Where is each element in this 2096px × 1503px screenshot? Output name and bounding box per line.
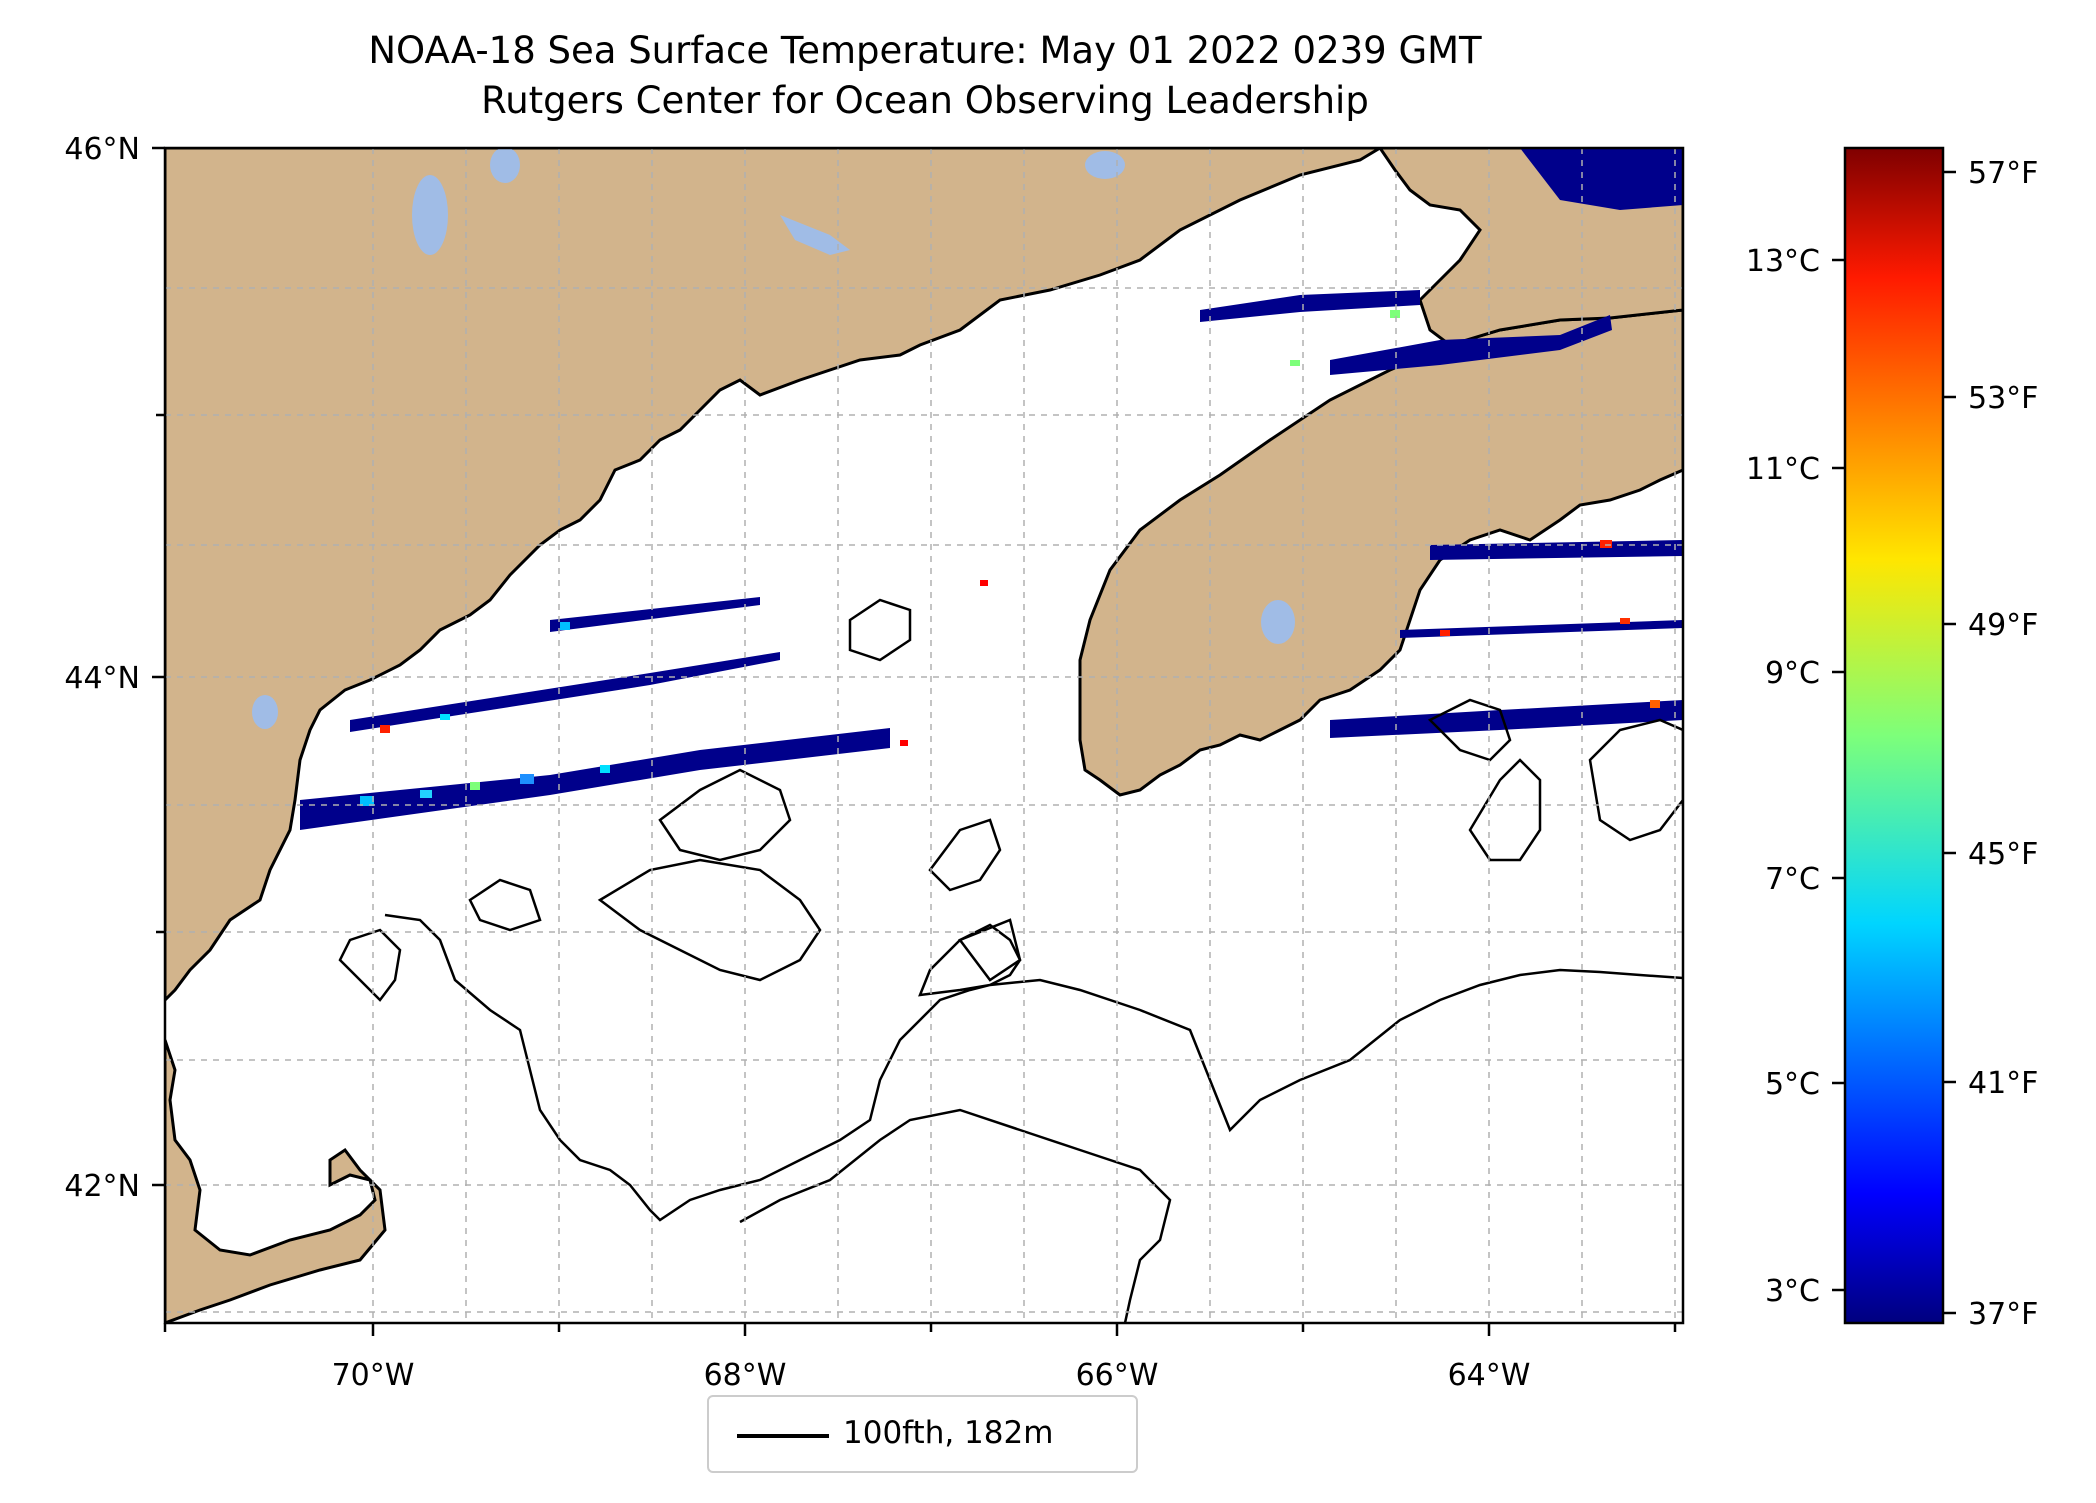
lon-tick-label: 64°W [1448,1358,1531,1393]
colorbar-celsius-label: 11°C [1746,452,1820,487]
land-cape-cod [165,1039,387,1323]
map-title: NOAA-18 Sea Surface Temperature: May 01 … [368,29,1482,72]
colorbar-ticks [1832,170,1956,1315]
colorbar-celsius-label: 7°C [1765,862,1820,897]
colorbar: 13°C 11°C 9°C 7°C 5°C 3°C 57°F 53°F 49°F… [1746,146,2038,1332]
map-frame [163,146,1685,1325]
lon-tick-label: 66°W [1076,1358,1159,1393]
lon-tick-label: 68°W [704,1358,787,1393]
legend: 100fth, 182m [707,1395,1138,1473]
gridlines [165,148,1683,1323]
lakes [252,148,1295,729]
legend-label: 100fth, 182m [843,1415,1054,1451]
lat-tick-label: 44°N [64,661,140,696]
lat-tick-label: 42°N [64,1169,140,1204]
colorbar-fahrenheit-label: 45°F [1968,837,2038,872]
colorbar-celsius-label: 9°C [1765,656,1820,691]
colorbar-fahrenheit-label: 49°F [1968,608,2038,643]
axis-ticks [152,146,1677,1336]
map-subtitle: Rutgers Center for Ocean Observing Leade… [481,79,1369,122]
map-area [165,148,1683,1323]
colorbar-gradient [1843,146,1945,1325]
sst-swaths [300,148,1683,830]
sst-warm-pixels [360,310,1660,806]
colorbar-celsius-label: 5°C [1765,1067,1820,1102]
colorbar-celsius-label: 13°C [1746,244,1820,279]
lat-tick-label: 46°N [64,132,140,167]
colorbar-fahrenheit-label: 37°F [1968,1297,2038,1332]
colorbar-celsius-label: 3°C [1765,1274,1820,1309]
colorbar-fahrenheit-label: 57°F [1968,156,2038,191]
colorbar-fahrenheit-label: 53°F [1968,381,2038,416]
legend-line-swatch [737,1434,829,1438]
colorbar-fahrenheit-label: 41°F [1968,1066,2038,1101]
lon-tick-label: 70°W [332,1358,415,1393]
isobath-100fth [338,598,1683,1323]
land-nova-scotia [1078,308,1683,797]
